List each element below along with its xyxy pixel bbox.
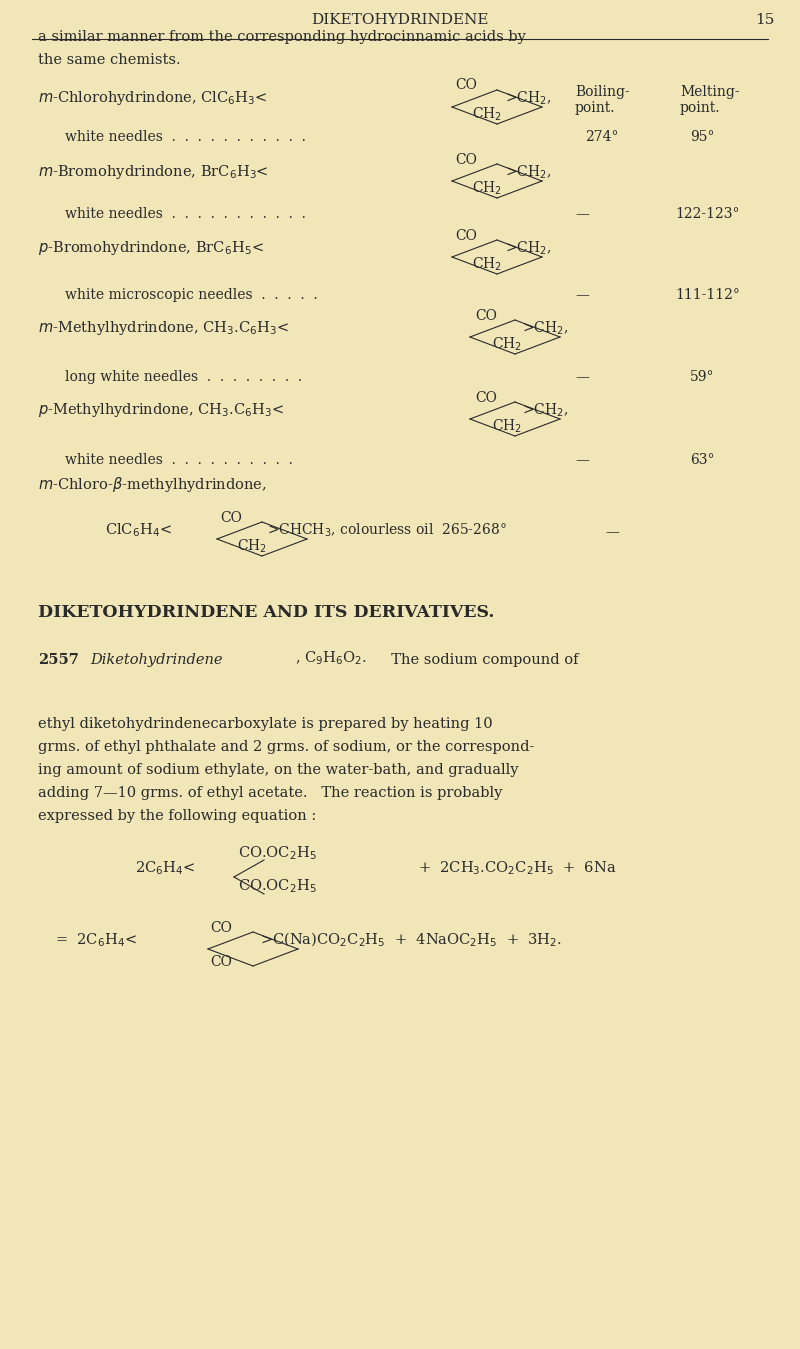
Text: 274°: 274° bbox=[585, 130, 618, 144]
Text: ethyl diketohydrindenecarboxylate is prepared by heating 10: ethyl diketohydrindenecarboxylate is pre… bbox=[38, 718, 493, 731]
Text: 122-123°: 122-123° bbox=[675, 206, 739, 221]
Text: >CH$_2$,: >CH$_2$, bbox=[522, 320, 568, 337]
Text: point.: point. bbox=[575, 101, 615, 115]
Text: white needles  .  .  .  .  .  .  .  .  .  .  .: white needles . . . . . . . . . . . bbox=[65, 130, 306, 144]
Text: CH$_2$: CH$_2$ bbox=[237, 538, 267, 554]
Text: 63°: 63° bbox=[690, 453, 714, 467]
Text: CO: CO bbox=[220, 511, 242, 525]
Text: CO: CO bbox=[210, 955, 232, 969]
Text: CH$_2$: CH$_2$ bbox=[472, 255, 502, 272]
Text: >CH$_2$,: >CH$_2$, bbox=[505, 89, 551, 107]
Text: CH$_2$: CH$_2$ bbox=[492, 336, 522, 353]
Text: DIKETOHYDRINDENE AND ITS DERIVATIVES.: DIKETOHYDRINDENE AND ITS DERIVATIVES. bbox=[38, 604, 494, 621]
Text: 95°: 95° bbox=[690, 130, 714, 144]
Text: expressed by the following equation :: expressed by the following equation : bbox=[38, 809, 316, 823]
Text: a similar manner from the corresponding hydrocinnamic acids by: a similar manner from the corresponding … bbox=[38, 30, 526, 45]
Text: —: — bbox=[575, 370, 589, 384]
Text: CH$_2$: CH$_2$ bbox=[492, 418, 522, 434]
Text: CO: CO bbox=[475, 391, 497, 405]
Text: —: — bbox=[605, 525, 619, 540]
Text: Boiling-: Boiling- bbox=[575, 85, 630, 98]
Text: The sodium compound of: The sodium compound of bbox=[382, 653, 578, 666]
Text: CO: CO bbox=[210, 921, 232, 935]
Text: CH$_2$: CH$_2$ bbox=[472, 179, 502, 197]
Text: CO: CO bbox=[455, 78, 477, 92]
Text: $p$-Bromohydrindone, BrC$_6$H$_5$<: $p$-Bromohydrindone, BrC$_6$H$_5$< bbox=[38, 239, 264, 258]
Text: CO: CO bbox=[455, 229, 477, 243]
Text: 2557: 2557 bbox=[38, 653, 79, 666]
Text: CO: CO bbox=[475, 309, 497, 322]
Text: ClC$_6$H$_4$<: ClC$_6$H$_4$< bbox=[105, 521, 172, 540]
Text: >CH$_2$,: >CH$_2$, bbox=[522, 402, 568, 420]
Text: +  2CH$_3$.CO$_2$C$_2$H$_5$  +  6Na: + 2CH$_3$.CO$_2$C$_2$H$_5$ + 6Na bbox=[418, 859, 616, 877]
Text: >C(Na)CO$_2$C$_2$H$_5$  +  4NaOC$_2$H$_5$  +  3H$_2$.: >C(Na)CO$_2$C$_2$H$_5$ + 4NaOC$_2$H$_5$ … bbox=[260, 931, 562, 948]
Text: CO: CO bbox=[455, 152, 477, 167]
Text: DIKETOHYDRINDENE: DIKETOHYDRINDENE bbox=[311, 13, 489, 27]
Text: 111-112°: 111-112° bbox=[675, 287, 740, 302]
Text: white microscopic needles  .  .  .  .  .: white microscopic needles . . . . . bbox=[65, 287, 318, 302]
Text: —: — bbox=[575, 206, 589, 221]
Text: 15: 15 bbox=[755, 13, 774, 27]
Text: CO.OC$_2$H$_5$: CO.OC$_2$H$_5$ bbox=[238, 844, 317, 862]
Text: CO.OC$_2$H$_5$: CO.OC$_2$H$_5$ bbox=[238, 877, 317, 894]
Text: white needles  .  .  .  .  .  .  .  .  .  .: white needles . . . . . . . . . . bbox=[65, 453, 293, 467]
Text: grms. of ethyl phthalate and 2 grms. of sodium, or the correspond-: grms. of ethyl phthalate and 2 grms. of … bbox=[38, 741, 534, 754]
Text: Diketohydrindene: Diketohydrindene bbox=[90, 653, 222, 666]
Text: ing amount of sodium ethylate, on the water-bath, and gradually: ing amount of sodium ethylate, on the wa… bbox=[38, 764, 518, 777]
Text: —: — bbox=[575, 453, 589, 467]
Text: CH$_2$: CH$_2$ bbox=[472, 105, 502, 123]
Text: $p$-Methylhydrindone, CH$_3$.C$_6$H$_3$<: $p$-Methylhydrindone, CH$_3$.C$_6$H$_3$< bbox=[38, 401, 284, 420]
Text: $m$-Methylhydrindone, CH$_3$.C$_6$H$_3$<: $m$-Methylhydrindone, CH$_3$.C$_6$H$_3$< bbox=[38, 318, 290, 337]
Text: >CHCH$_3$, colourless oil  265-268°: >CHCH$_3$, colourless oil 265-268° bbox=[267, 522, 506, 540]
Text: adding 7—10 grms. of ethyl acetate.   The reaction is probably: adding 7—10 grms. of ethyl acetate. The … bbox=[38, 786, 502, 800]
Text: $m$-Bromohydrindone, BrC$_6$H$_3$<: $m$-Bromohydrindone, BrC$_6$H$_3$< bbox=[38, 163, 269, 181]
Text: white needles  .  .  .  .  .  .  .  .  .  .  .: white needles . . . . . . . . . . . bbox=[65, 206, 306, 221]
Text: >CH$_2$,: >CH$_2$, bbox=[505, 163, 551, 181]
Text: , C$_9$H$_6$O$_2$.: , C$_9$H$_6$O$_2$. bbox=[295, 649, 367, 666]
Text: $m$-Chlorohydrindone, ClC$_6$H$_3$<: $m$-Chlorohydrindone, ClC$_6$H$_3$< bbox=[38, 89, 267, 107]
Text: 2C$_6$H$_4$<: 2C$_6$H$_4$< bbox=[135, 859, 195, 877]
Text: 59°: 59° bbox=[690, 370, 714, 384]
Text: $m$-Chloro-$\beta$-methylhydrindone,: $m$-Chloro-$\beta$-methylhydrindone, bbox=[38, 475, 266, 494]
Text: the same chemists.: the same chemists. bbox=[38, 53, 181, 67]
Text: point.: point. bbox=[680, 101, 721, 115]
Text: >CH$_2$,: >CH$_2$, bbox=[505, 240, 551, 258]
Text: long white needles  .  .  .  .  .  .  .  .: long white needles . . . . . . . . bbox=[65, 370, 302, 384]
Text: —: — bbox=[575, 287, 589, 302]
Text: =  2C$_6$H$_4$<: = 2C$_6$H$_4$< bbox=[55, 931, 137, 948]
Text: Melting-: Melting- bbox=[680, 85, 740, 98]
